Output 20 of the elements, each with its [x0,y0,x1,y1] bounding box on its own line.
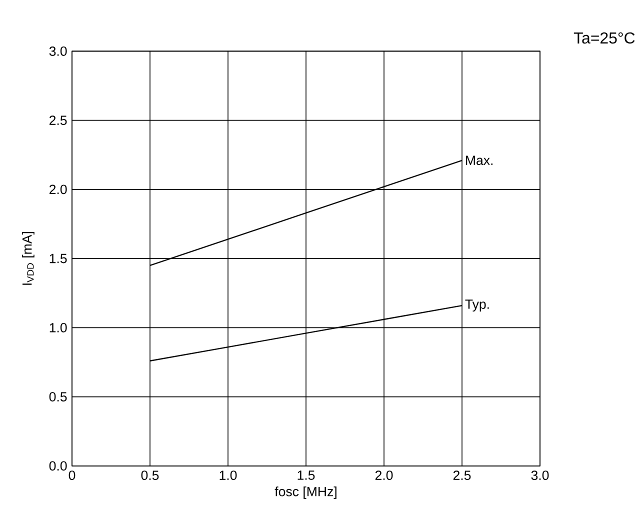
y-tick-label: 0.0 [49,461,67,471]
series-label: Typ. [465,300,489,312]
text: Ta=25°C [574,32,635,44]
x-tick-label: 0.5 [141,470,159,480]
x-tick-label: 2.5 [453,470,471,480]
series-label: Max. [466,156,492,166]
y-tick-label: 1.0 [50,322,67,332]
y-tick-label: 0.5 [49,392,67,402]
x-tick-label: 1.0 [220,470,237,480]
x-tick-label: 1.5 [298,470,315,480]
x-tick-label: 2.0 [375,470,393,480]
y-tick-label: 1.5 [50,254,67,264]
y-tick-label: 2.5 [50,116,67,126]
line-series [149,304,463,362]
x-tick-label: 3.0 [531,470,549,480]
y-tick-label: 2.0 [50,184,67,194]
x-tick-label: 0 [68,470,76,480]
y-tick-label: 3.0 [49,46,67,56]
x-axis-title: fosc [MHz] [274,486,336,499]
y-axis-title: I$_{VDD}$ [mA] [22,232,34,285]
